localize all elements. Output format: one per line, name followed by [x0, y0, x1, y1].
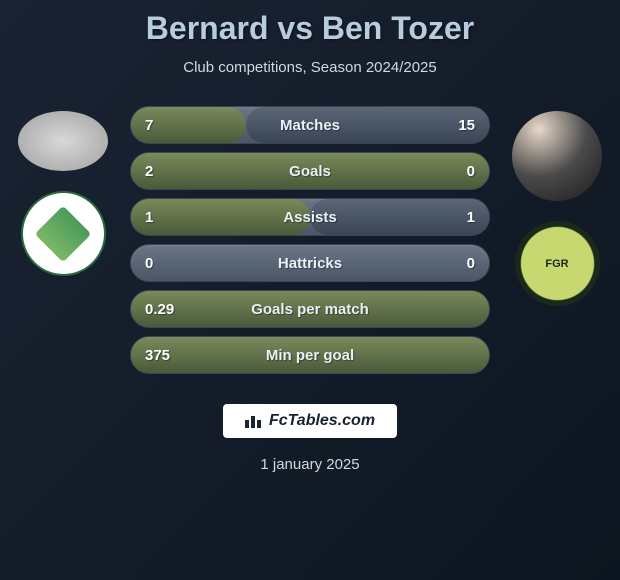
stat-row: 2 0 Goals: [130, 152, 490, 190]
stat-value-left: 1: [145, 209, 153, 226]
footer-text: FcTables.com: [269, 412, 375, 430]
left-player-column: [8, 106, 118, 276]
stat-value-left: 0: [145, 255, 153, 272]
comparison-card: Bernard vs Ben Tozer Club competitions, …: [0, 0, 620, 483]
stat-label: Goals per match: [251, 301, 369, 318]
stats-bars: 7 15 Matches 2 0 Goals 1 1 Assists 0 0 Hattricks 0.2…: [130, 106, 490, 374]
stat-value-left: 2: [145, 163, 153, 180]
stat-bar-left: 7: [131, 107, 246, 143]
stat-row: 0 0 Hattricks: [130, 244, 490, 282]
player-photo-left: [18, 111, 108, 171]
team-badge-left: [21, 191, 106, 276]
stat-label: Matches: [280, 117, 340, 134]
stat-value-right: 15: [458, 117, 475, 134]
stat-bar-right: 1: [310, 199, 489, 235]
stat-value-left: 375: [145, 347, 170, 364]
stat-value-left: 0.29: [145, 301, 174, 318]
stat-label: Hattricks: [278, 255, 342, 272]
stat-label: Goals: [289, 163, 331, 180]
stat-label: Min per goal: [266, 347, 354, 364]
stat-label: Assists: [283, 209, 336, 226]
stat-value-right: 0: [467, 163, 475, 180]
stat-value-right: 1: [467, 209, 475, 226]
stat-row: 0.29 Goals per match: [130, 290, 490, 328]
stat-value-right: 0: [467, 255, 475, 272]
stat-row: 375 Min per goal: [130, 336, 490, 374]
date-label: 1 january 2025: [0, 456, 620, 473]
player-photo-right: [512, 111, 602, 201]
stat-value-left: 7: [145, 117, 153, 134]
right-player-column: [502, 106, 612, 306]
page-title: Bernard vs Ben Tozer: [0, 10, 620, 47]
footer-badge[interactable]: FcTables.com: [223, 404, 397, 438]
stats-section: 7 15 Matches 2 0 Goals 1 1 Assists 0 0 Hattricks 0.2…: [0, 106, 620, 374]
subtitle: Club competitions, Season 2024/2025: [0, 59, 620, 76]
stat-row: 7 15 Matches: [130, 106, 490, 144]
stat-row: 1 1 Assists: [130, 198, 490, 236]
chart-icon: [245, 414, 263, 428]
team-badge-right: [515, 221, 600, 306]
